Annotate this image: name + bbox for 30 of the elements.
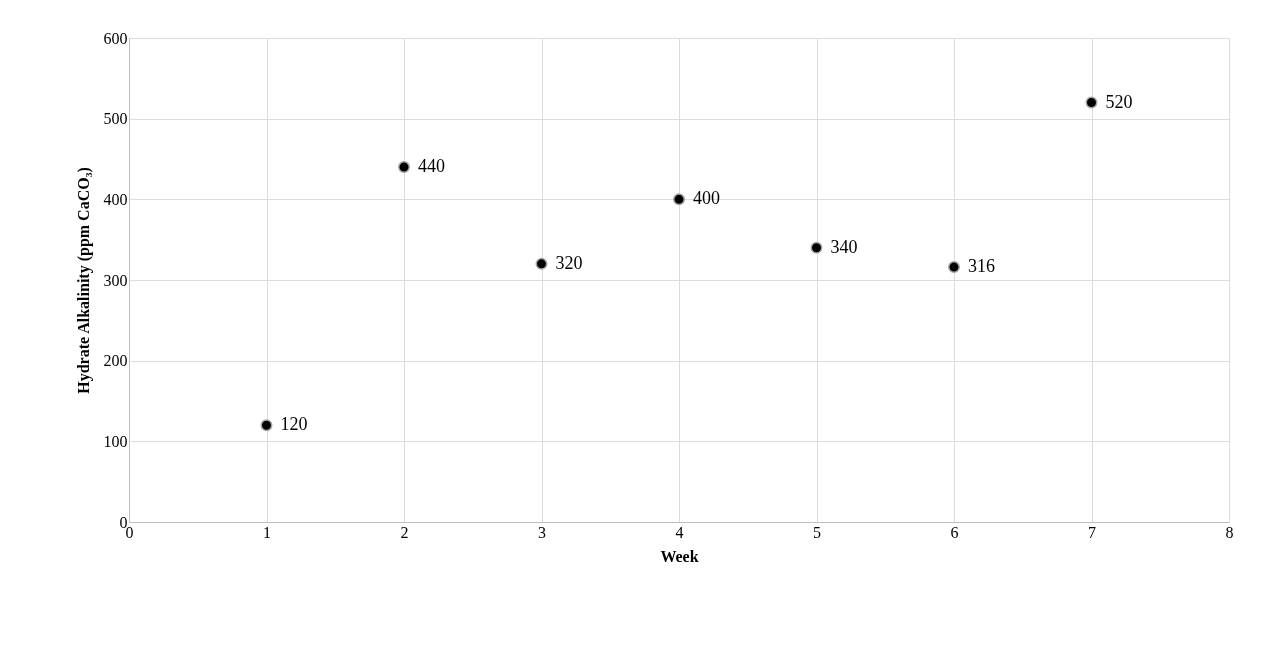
x-tick-label: 8: [1225, 523, 1234, 541]
y-tick-label: 300: [103, 271, 128, 289]
data-label: 440: [418, 156, 445, 177]
data-label: 340: [830, 236, 858, 257]
x-tick-label: 2: [400, 523, 409, 541]
data-label: 400: [693, 188, 720, 209]
x-axis-title: Week: [660, 547, 699, 565]
point: [1085, 96, 1098, 109]
point: [810, 241, 823, 254]
y-tick-label: 600: [103, 29, 128, 47]
y-tick-label: 200: [103, 352, 128, 370]
x-tick-label: 3: [538, 523, 546, 541]
x-tick-label: 5: [813, 523, 821, 541]
y-axis-title: Hydrate Alkalinity (ppm CaCO₃): [74, 167, 93, 394]
x-tick-label: 4: [675, 523, 684, 541]
y-tick-label: 100: [103, 432, 128, 450]
y-tick-label: 400: [103, 190, 128, 208]
x-tick-label: 7: [1088, 523, 1096, 541]
data-label: 520: [1105, 91, 1133, 112]
x-tick-label: 1: [263, 523, 271, 541]
point: [673, 193, 685, 206]
point: [398, 161, 410, 174]
point: [260, 419, 273, 432]
data-label: 120: [280, 414, 308, 435]
data-label: 320: [555, 252, 583, 273]
point: [948, 261, 960, 274]
y-tick-label: 500: [103, 110, 128, 128]
point: [535, 257, 548, 270]
data-label: 316: [968, 256, 995, 277]
x-tick-label: 6: [950, 523, 959, 541]
